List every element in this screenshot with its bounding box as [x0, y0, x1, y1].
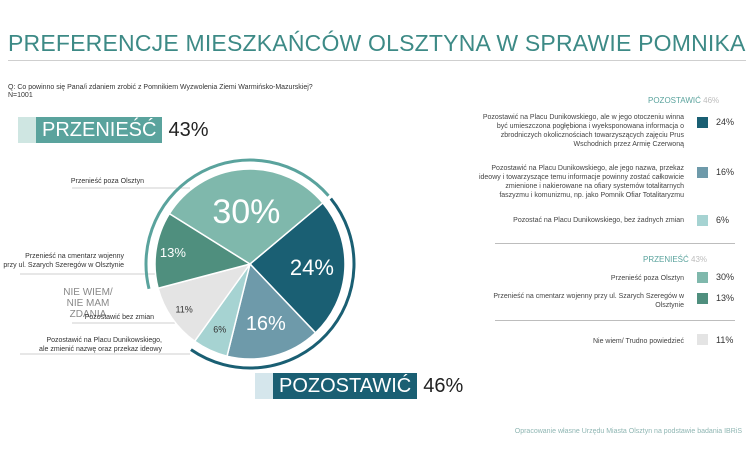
legend-header-text: POZOSTAWIĆ — [648, 96, 701, 105]
swatch-move-outside — [697, 272, 708, 283]
legend-line: zbrodniczych okolicznościach towarzysząc… — [500, 132, 684, 139]
header-accent-bar — [255, 373, 273, 399]
label-keep-rename: Pozostawić na Placu Dunikowskiego, ale z… — [39, 336, 162, 354]
group-header-move: PRZENIEŚĆ 43% — [18, 117, 209, 143]
pie-slice-move-outside — [168, 168, 324, 265]
pie-slices — [154, 168, 346, 360]
pie-value-label: 6% — [213, 324, 226, 334]
group-label-keep: POZOSTAWIĆ — [273, 373, 418, 399]
legend-pct-keep-rename: 16% — [716, 167, 735, 177]
legend-pct-move-outside: 30% — [716, 272, 735, 282]
group-header-keep: POZOSTAWIĆ 46% — [255, 373, 463, 399]
legend-text-keep-rename: Pozostawić na Placu Dunikowskiego, ale j… — [479, 164, 684, 200]
label-text: NIE MAM ZDANIA — [66, 298, 110, 320]
legend-divider — [495, 243, 735, 244]
label-move-cemetery: Przenieść na cmentarz wojenny przy ul. S… — [3, 252, 124, 270]
pie-value-label: 16% — [246, 313, 286, 335]
ring-arc-move — [144, 158, 330, 290]
pie-value-label: 24% — [290, 255, 334, 280]
legend-divider — [495, 320, 735, 321]
label-dont-know: NIE WIEM/ NIE MAM ZDANIA — [48, 287, 128, 320]
pie-value-labels: 24% 16% 6% 11% 13% 30% — [160, 193, 334, 335]
label-text: Pozostawić bez zmian — [84, 314, 154, 321]
legend-header-keep: POZOSTAWIĆ 46% — [648, 96, 719, 105]
swatch-keep-no-change — [697, 215, 708, 226]
group-label-move: PRZENIEŚĆ — [36, 117, 163, 143]
pie-value-label: 13% — [160, 245, 186, 260]
swatch-move-cemetery — [697, 293, 708, 304]
label-move-outside: Przenieść poza Olsztyn — [71, 177, 144, 186]
legend-text-move-outside: Przenieść poza Olsztyn — [611, 274, 684, 283]
legend-header-move: PRZENIEŚĆ 43% — [643, 255, 707, 264]
legend-header-pct: 43% — [691, 255, 708, 264]
legend-header-pct: 46% — [703, 96, 720, 105]
legend-line: ideowy i towarzyszące temu informacje po… — [478, 174, 684, 181]
legend-line: Wschodnich przez Armię Czerwoną — [573, 141, 685, 148]
label-text: przy ul. Szarych Szeregów w Olsztynie — [3, 262, 124, 269]
legend-line: faszyzmu i komunizmu, np. jako Pomnik Of… — [499, 192, 684, 199]
legend-line: Pozostawić na Placu Dunikowskiego, ale j… — [491, 165, 684, 172]
legend-line: Przenieść na cmentarz wojenny przy ul. S… — [493, 293, 684, 300]
sample-size: N=1001 — [8, 92, 33, 99]
title-divider — [8, 60, 746, 61]
label-keep-no-change: Pozostawić bez zmian — [85, 313, 154, 322]
legend-header-text: PRZENIEŚĆ — [643, 255, 689, 264]
legend-pct-dont-know: 11% — [716, 335, 734, 345]
group-pct-keep: 46% — [423, 374, 464, 397]
ring-arc-keep — [190, 197, 356, 370]
legend-text-keep-context: Pozostawić na Placu Dunikowskiego, ale w… — [483, 113, 684, 149]
legend-pct-keep-no-change: 6% — [716, 215, 730, 225]
legend-line: Nie wiem/ Trudno powiedzieć — [592, 338, 684, 345]
header-accent-bar — [18, 117, 36, 143]
legend-text-move-cemetery: Przenieść na cmentarz wojenny przy ul. S… — [493, 292, 684, 310]
legend-line: Pozostawić na Placu Dunikowskiego, ale w… — [482, 114, 684, 121]
legend-text-keep-no-change: Pozostać na Placu Dunikowskiego, bez żad… — [513, 216, 684, 225]
pie-slice-keep-context — [248, 201, 346, 334]
legend-line: zmienione i nakierowane na ofiary system… — [505, 183, 684, 190]
pie-slice-keep-rename — [226, 262, 317, 360]
pie-value-label: 11% — [175, 304, 192, 314]
legend-line: być umieszczona pogłębiona i wyeksponowa… — [496, 123, 684, 130]
leader-lines — [20, 187, 190, 355]
swatch-dont-know — [697, 334, 708, 345]
pie-value-label: 30% — [212, 193, 280, 231]
group-pct-move: 43% — [168, 118, 209, 141]
legend-line: Olsztynie — [655, 302, 684, 309]
legend-text-dont-know: Nie wiem/ Trudno powiedzieć — [593, 337, 684, 346]
pie-slice-dont-know — [157, 262, 252, 343]
swatch-keep-rename — [697, 167, 708, 178]
legend-line: Przenieść poza Olsztyn — [610, 275, 684, 282]
legend-pct-move-cemetery: 13% — [716, 293, 735, 303]
page-title: PREFERENCJE MIESZKAŃCÓW OLSZTYNA W SPRAW… — [8, 30, 746, 56]
source-footer: Opracowanie własne Urzędu Miasta Olsztyn… — [514, 428, 742, 435]
legend-pct-keep-context: 24% — [716, 117, 735, 127]
label-text: NIE WIEM/ — [63, 287, 113, 298]
pie-slice-move-cemetery — [154, 212, 252, 290]
label-text: ale zmienić nazwę oraz przekaz ideowy — [39, 346, 162, 353]
label-text: Pozostawić na Placu Dunikowskiego, — [46, 337, 162, 344]
label-text: Przenieść poza Olsztyn — [70, 178, 144, 185]
legend-line: Pozostać na Placu Dunikowskiego, bez żad… — [513, 217, 684, 224]
survey-question: Q: Co powinno się Pana/i zdaniem zrobić … — [8, 84, 313, 91]
swatch-keep-context — [697, 117, 708, 128]
label-text: Przenieść na cmentarz wojenny — [25, 253, 124, 260]
